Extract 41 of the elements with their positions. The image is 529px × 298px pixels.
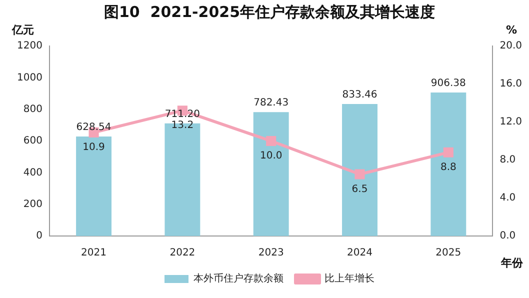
y-tick-label: 0	[36, 230, 42, 242]
y2-axis-title: %	[506, 23, 517, 36]
y-tick-label: 600	[23, 136, 42, 147]
y2-tick-label: 16.0	[500, 78, 522, 90]
x-axis-title: 年份	[500, 256, 524, 270]
point	[443, 147, 454, 158]
data-label: 13.2	[171, 120, 194, 132]
data-label: 833.46	[342, 90, 378, 101]
bar	[342, 104, 378, 236]
data-label: 711.20	[164, 108, 200, 120]
data-label: 10.0	[260, 150, 282, 162]
data-label: 906.38	[430, 78, 466, 90]
x-tick-label: 2022	[170, 248, 196, 259]
y-tick-label: 400	[23, 167, 42, 178]
data-label: 782.43	[254, 98, 289, 109]
bar	[76, 136, 112, 236]
y-tick-label: 200	[23, 198, 42, 210]
y-tick-label: 1000	[16, 72, 42, 84]
y2-tick-label: 4.0	[500, 192, 516, 204]
bar	[253, 112, 289, 236]
legend-label: 比上年增长	[324, 272, 374, 285]
y2-tick-label: 8.0	[500, 154, 516, 166]
y2-tick-label: 0.0	[500, 230, 516, 242]
data-label: 8.8	[440, 162, 456, 173]
data-label: 10.9	[82, 142, 105, 154]
legend-label: 本外币住户存款余额	[194, 272, 284, 285]
point	[266, 136, 276, 146]
y-tick-label: 1200	[16, 40, 42, 52]
y2-tick-label: 12.0	[500, 116, 522, 128]
point	[354, 169, 365, 180]
x-tick-label: 2025	[436, 248, 462, 259]
chart-title: 图10 2021-2025年住户存款余额及其增长速度	[104, 2, 436, 21]
x-tick-label: 2024	[347, 248, 372, 259]
x-tick-label: 2023	[258, 248, 284, 259]
y2-tick-label: 20.0	[500, 40, 522, 52]
x-tick-label: 2021	[81, 248, 107, 259]
data-label: 6.5	[352, 184, 368, 195]
bar	[430, 92, 466, 236]
y-axis-title: 亿元	[11, 23, 34, 36]
data-label: 628.54	[76, 122, 112, 134]
y-tick-label: 800	[23, 104, 42, 115]
